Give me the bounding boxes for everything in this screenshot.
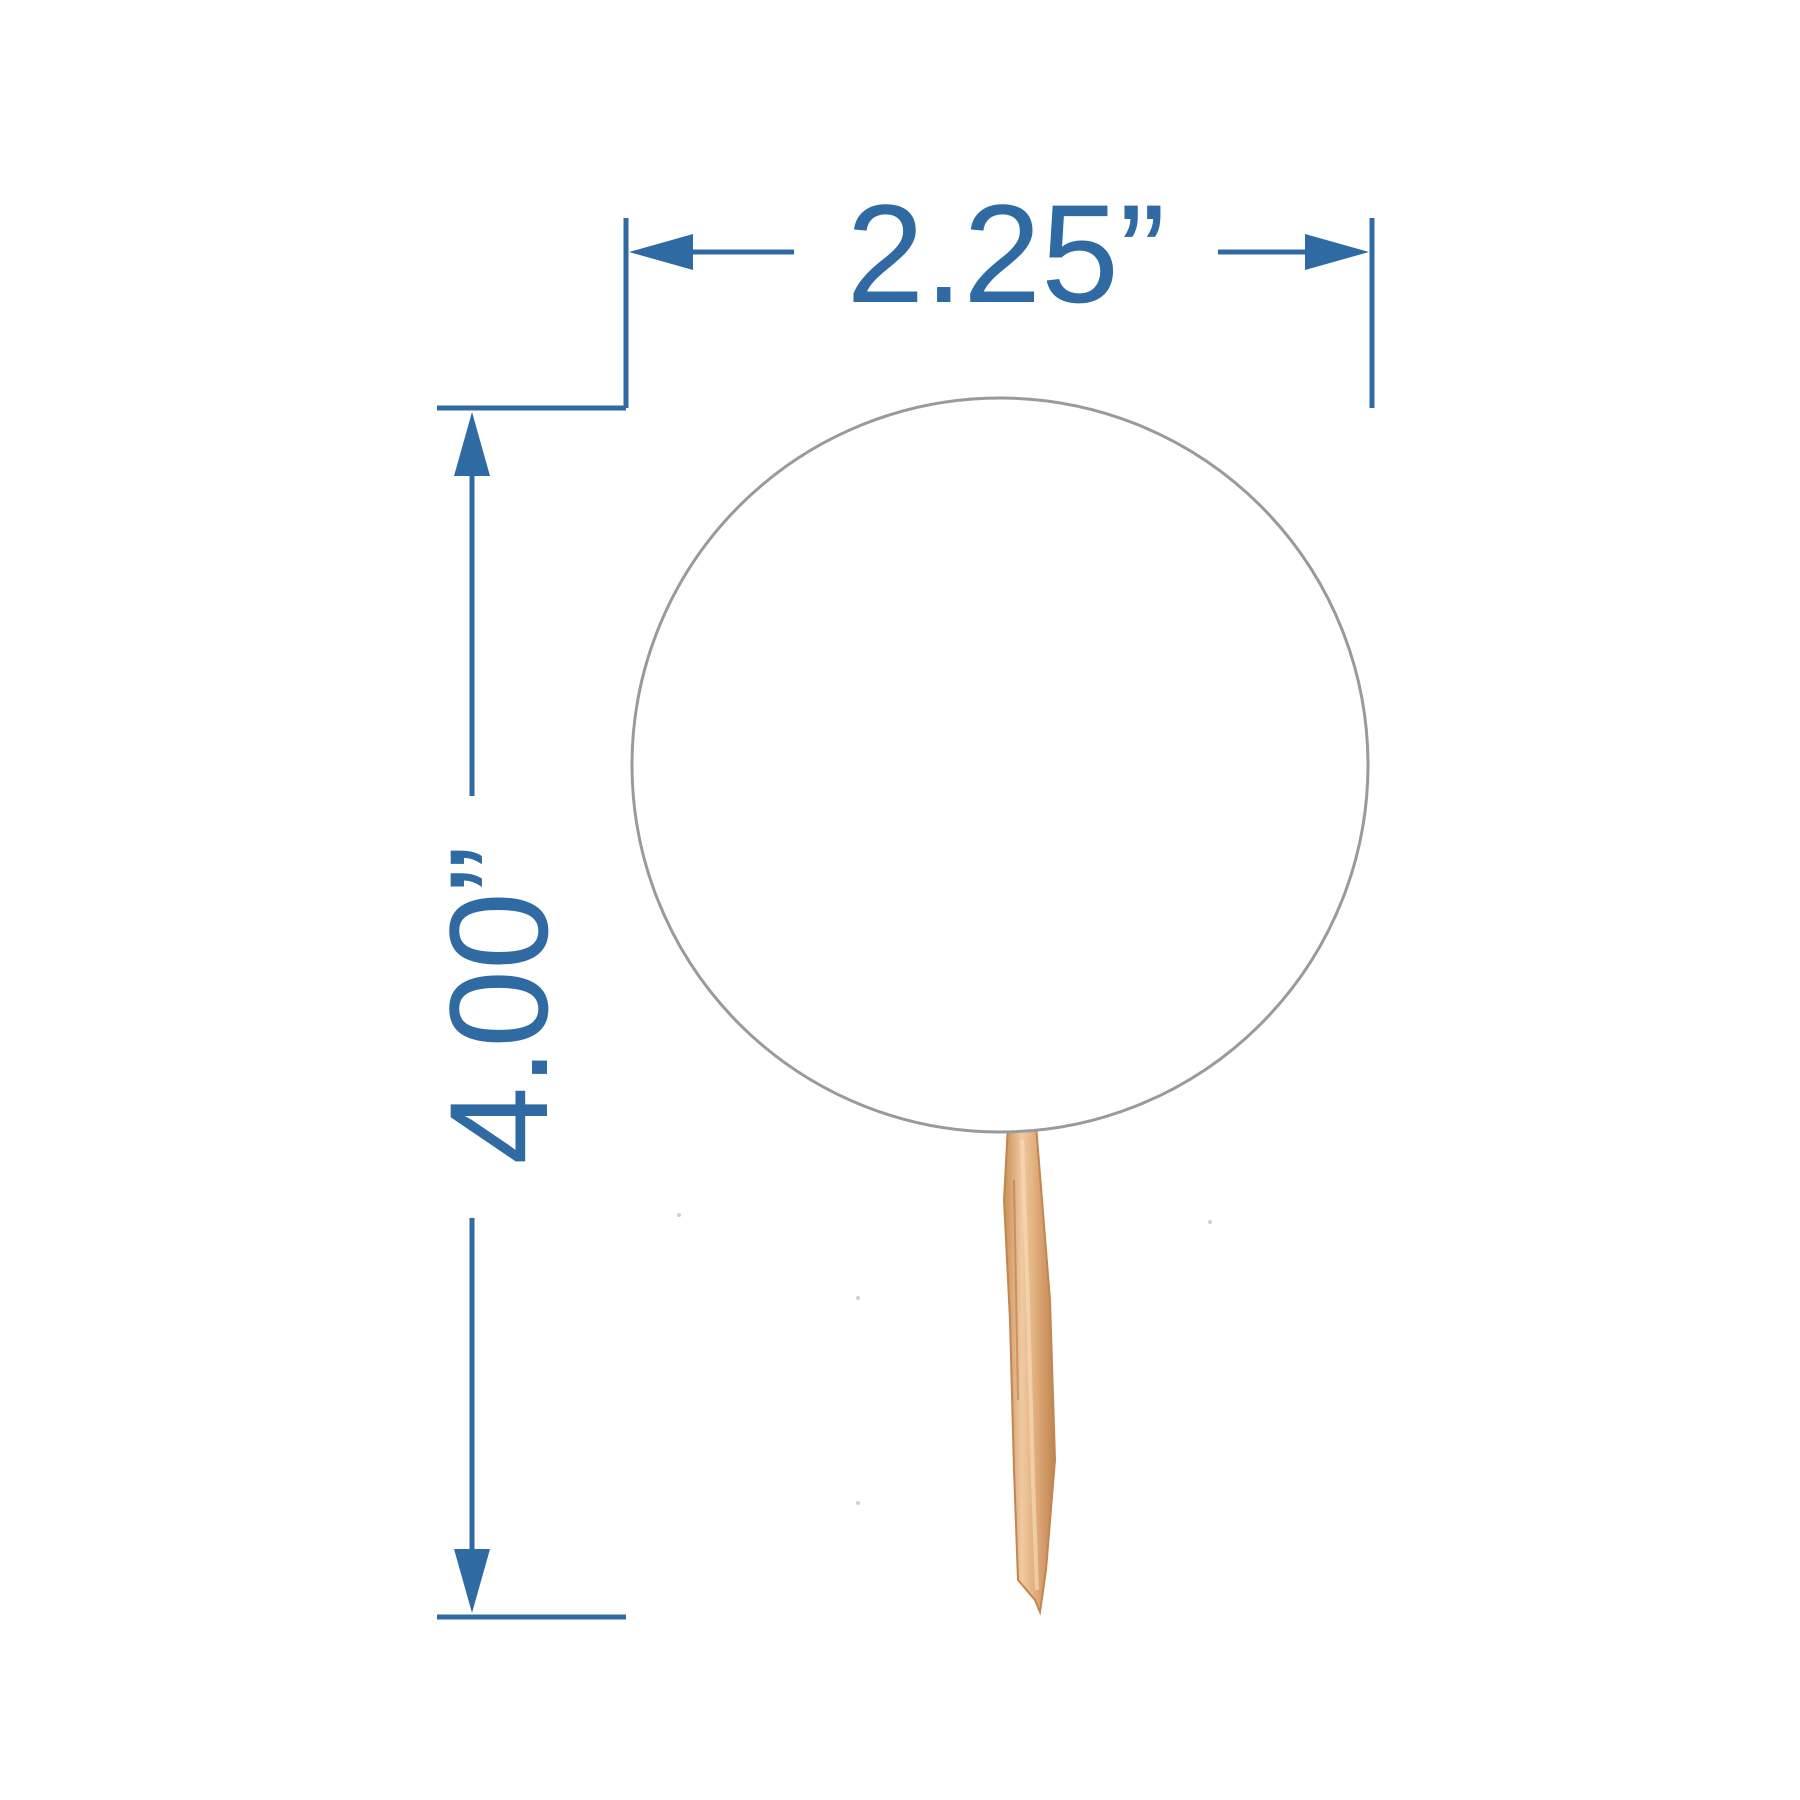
height-arrow-bottom-icon [454,1549,490,1613]
width-dimension [623,218,1375,408]
width-label: 2.25” [846,175,1165,332]
width-arrow-left-icon [629,234,693,270]
height-arrow-top-icon [454,412,490,476]
background-specks [677,1213,1212,1505]
round-topper-circle [630,396,1370,1134]
height-dimension [437,405,626,1620]
width-arrow-right-icon [1305,234,1369,270]
height-label: 4.00” [420,845,577,1164]
toothpick-stick [1002,1124,1057,1616]
